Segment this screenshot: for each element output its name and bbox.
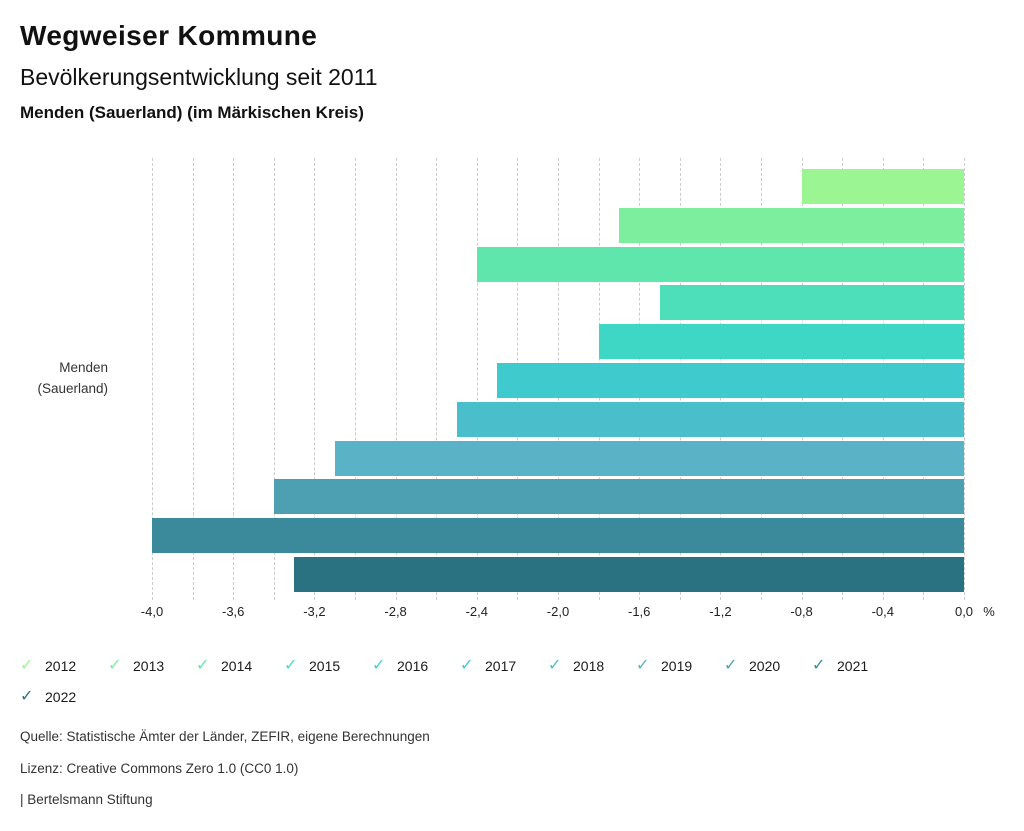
- bar-2021[interactable]: [152, 518, 964, 554]
- category-label-line1: Menden: [59, 360, 108, 375]
- legend-item-2015[interactable]: ✓ 2015: [284, 657, 372, 675]
- legend-item-2018[interactable]: ✓ 2018: [548, 657, 636, 675]
- check-icon: ✓: [548, 657, 562, 674]
- legend-item-label: 2018: [573, 658, 605, 674]
- legend-item-2017[interactable]: ✓ 2017: [460, 657, 548, 675]
- x-tick-label: -1,2: [709, 604, 732, 619]
- legend-row: ✓ 2022: [20, 683, 1004, 711]
- x-tick-label: -0,4: [871, 604, 894, 619]
- chart-title: Bevölkerungsentwicklung seit 2011: [20, 64, 378, 90]
- gridline: [964, 158, 965, 600]
- legend-item-2021[interactable]: ✓ 2021: [812, 657, 900, 675]
- gridline: [476, 158, 478, 600]
- gridline: [395, 158, 397, 600]
- bar-2017[interactable]: [497, 363, 964, 398]
- x-tick-label: -3,6: [221, 604, 245, 619]
- page-title: Wegweiser Kommune: [20, 20, 318, 51]
- bar-2019[interactable]: [334, 440, 964, 476]
- bar-2013[interactable]: [618, 207, 964, 243]
- x-tick-label: 0,0: [954, 604, 974, 619]
- legend-item-label: 2015: [309, 658, 341, 674]
- x-tick-label: -0,8: [790, 604, 813, 619]
- bar-2012[interactable]: [801, 169, 964, 204]
- legend: ✓ 2012 ✓ 2013 ✓ 2014 ✓ 2015 ✓ 2016 ✓ 2017 ✓ 2018 ✓ 2019…: [20, 652, 1004, 714]
- legend-item-2020[interactable]: ✓ 2020: [724, 657, 812, 675]
- legend-item-label: 2012: [45, 658, 77, 674]
- check-icon: ✓: [284, 657, 298, 674]
- gridline: [152, 158, 153, 600]
- legend-item-label: 2022: [45, 689, 77, 705]
- check-icon: ✓: [20, 657, 34, 674]
- gridline: [233, 158, 235, 600]
- legend-row: ✓ 2012 ✓ 2013 ✓ 2014 ✓ 2015 ✓ 2016 ✓ 2017 ✓ 2018 ✓ 2019…: [20, 652, 1004, 680]
- check-icon: ✓: [108, 657, 122, 674]
- bar-2016[interactable]: [598, 324, 964, 360]
- legend-item-2016[interactable]: ✓ 2016: [372, 657, 460, 675]
- legend-item-label: 2014: [221, 658, 253, 674]
- chart-location: Menden (Sauerland) (im Märkischen Kreis): [20, 103, 364, 122]
- brand-note: | Bertelsmann Stiftung: [20, 792, 153, 807]
- license-note: Lizenz: Creative Commons Zero 1.0 (CC0 1…: [20, 761, 299, 776]
- x-tick-label: -1,6: [627, 604, 651, 619]
- bar-2020[interactable]: [273, 479, 964, 515]
- legend-item-label: 2019: [661, 658, 693, 674]
- bar-2014[interactable]: [476, 246, 964, 282]
- plot-area: [152, 158, 965, 600]
- x-axis: -4,0 -3,6 -3,2 -2,8 -2,4 -2,0 -1,6 -1,2 -0,8 -0,4…: [141, 604, 973, 622]
- legend-item-label: 2017: [485, 658, 517, 674]
- legend-item-2014[interactable]: ✓ 2014: [196, 657, 284, 675]
- check-icon: ✓: [20, 688, 34, 705]
- check-icon: ✓: [372, 657, 386, 674]
- check-icon: ✓: [636, 657, 650, 674]
- bar-2015[interactable]: [659, 285, 964, 321]
- check-icon: ✓: [460, 657, 474, 674]
- axis-unit-label: %: [983, 604, 995, 619]
- bar-2022[interactable]: [294, 557, 964, 592]
- legend-item-2019[interactable]: ✓ 2019: [636, 657, 724, 675]
- category-label-line2: (Sauerland): [37, 381, 108, 396]
- legend-item-label: 2021: [837, 658, 869, 674]
- category-label: Menden (Sauerland): [16, 357, 108, 399]
- check-icon: ✓: [196, 657, 210, 674]
- legend-item-2012[interactable]: ✓ 2012: [20, 657, 108, 675]
- legend-item-label: 2013: [133, 658, 165, 674]
- legend-item-2013[interactable]: ✓ 2013: [108, 657, 196, 675]
- bar-2018[interactable]: [456, 401, 964, 437]
- gridline: [273, 158, 275, 600]
- x-tick-label: -2,0: [546, 604, 570, 619]
- gridline: [192, 158, 194, 600]
- check-icon: ✓: [724, 657, 738, 674]
- gridline: [355, 158, 356, 600]
- x-tick-label: -2,8: [384, 604, 407, 619]
- check-icon: ✓: [812, 657, 826, 674]
- gridline: [314, 158, 316, 600]
- gridline: [436, 158, 438, 600]
- x-tick-label: -4,0: [140, 604, 164, 619]
- legend-item-2022[interactable]: ✓ 2022: [20, 688, 108, 706]
- source-note: Quelle: Statistische Ämter der Länder, Z…: [20, 729, 430, 744]
- legend-item-label: 2016: [397, 658, 429, 674]
- x-tick-label: -3,2: [303, 604, 326, 619]
- legend-item-label: 2020: [749, 658, 781, 674]
- x-tick-label: -2,4: [465, 604, 488, 619]
